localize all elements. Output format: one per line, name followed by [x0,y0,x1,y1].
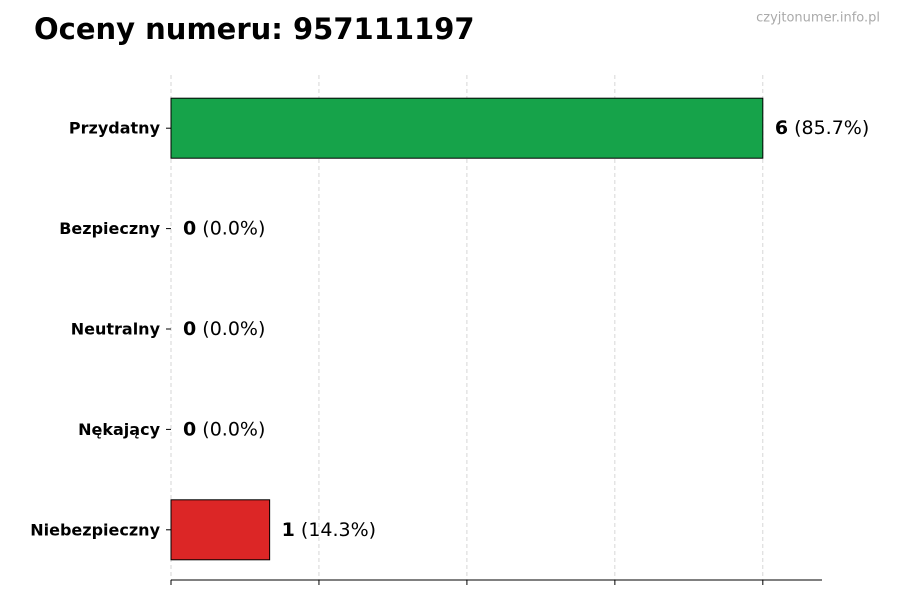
percent: (0.0%) [202,418,265,440]
y-tick-label: Neutralny [71,320,161,339]
percent: (85.7%) [794,117,869,139]
value: 0 [183,418,196,440]
y-tick-label: Bezpieczny [59,219,160,238]
y-tick-label: Przydatny [69,119,161,138]
y-tick-label: Nękający [78,420,160,439]
value: 1 [282,518,295,540]
bar [170,97,764,159]
watermark: czyjtonumer.info.pl [756,11,880,26]
y-tick-label: Niebezpieczny [30,520,160,539]
percent: (0.0%) [202,318,265,340]
value: 6 [775,117,788,139]
value-label: 0 (0.0%) [183,318,265,340]
value-label: 6 (85.7%) [775,117,869,139]
bar [170,499,271,561]
percent: (0.0%) [202,217,265,239]
value: 0 [183,318,196,340]
percent: (14.3%) [301,518,376,540]
value-label: 0 (0.0%) [183,418,265,440]
chart-title: Oceny numeru: 957111197 [34,12,475,46]
value: 0 [183,217,196,239]
value-label: 1 (14.3%) [282,518,376,540]
value-label: 0 (0.0%) [183,217,265,239]
